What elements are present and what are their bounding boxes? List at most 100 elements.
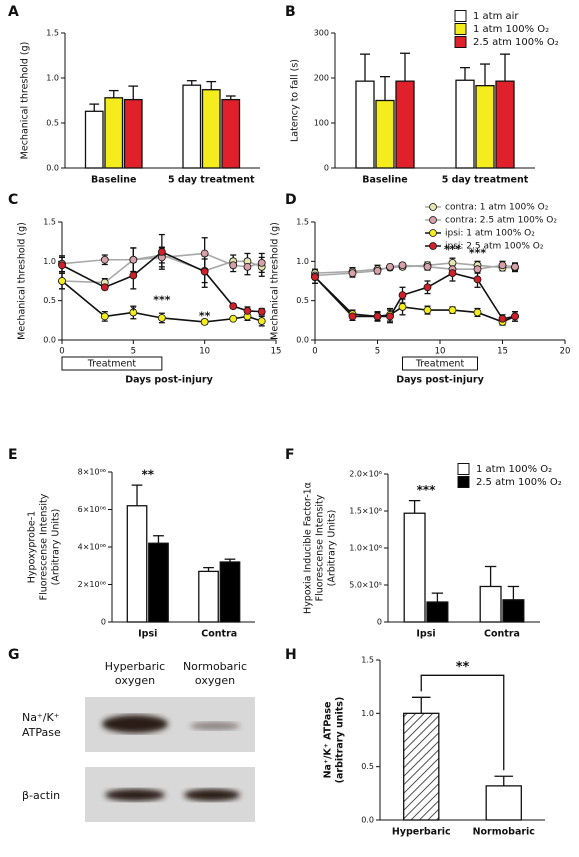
legend-label: 1 atm 100% O₂ bbox=[476, 464, 552, 475]
point bbox=[257, 307, 266, 316]
point bbox=[229, 314, 238, 323]
point bbox=[58, 261, 66, 270]
panel-letter: G bbox=[8, 647, 20, 663]
bar bbox=[426, 601, 449, 623]
legend-marker bbox=[429, 229, 437, 237]
point bbox=[229, 302, 238, 311]
x-tick-label: 5 day treatment bbox=[442, 175, 529, 186]
y-tick-label: 5.0×10⁵ bbox=[349, 581, 382, 590]
y-axis-label: Mechanical threshold (g) bbox=[20, 42, 31, 160]
series-line bbox=[314, 272, 516, 320]
y-tick-label: 200 bbox=[314, 74, 329, 83]
x-tick-label: 10 bbox=[199, 347, 210, 357]
significance-bracket bbox=[420, 674, 505, 771]
point bbox=[373, 266, 382, 275]
point bbox=[348, 269, 357, 278]
point bbox=[473, 308, 482, 317]
legend-label: 2.5 atm 100% O₂ bbox=[473, 37, 559, 48]
y-axis-label: Latency to fall (s) bbox=[290, 59, 301, 142]
blot-image bbox=[85, 697, 255, 822]
y-tick-label: 300 bbox=[314, 29, 329, 38]
y-tick-label: 8×10⁰⁶ bbox=[78, 468, 106, 477]
series-line bbox=[314, 276, 516, 323]
blot-row-label: β-actin bbox=[22, 789, 60, 802]
point bbox=[311, 273, 319, 281]
annotation: *** bbox=[153, 294, 171, 307]
bar bbox=[84, 110, 104, 169]
legend-swatch bbox=[454, 36, 467, 48]
y-axis-label: (Arbitrary Units) bbox=[327, 510, 338, 587]
y-axis-label: Hypoxyprobe-1 bbox=[27, 511, 38, 583]
point bbox=[100, 312, 109, 321]
panel-letter: D bbox=[285, 192, 297, 208]
y-axis-label: Hypoxia Inducible Factor-1α bbox=[303, 482, 314, 614]
legend-label: ipsi: 1 atm 100% O₂ bbox=[445, 229, 535, 239]
x-tick-label: 15 bbox=[271, 347, 282, 357]
point bbox=[243, 306, 252, 315]
bar bbox=[126, 505, 148, 623]
bar bbox=[455, 79, 475, 169]
bar bbox=[148, 542, 169, 623]
legend-label: contra: 2.5 atm 100% O₂ bbox=[445, 216, 557, 226]
bar bbox=[104, 97, 124, 169]
panel-letter: F bbox=[285, 447, 295, 463]
panel-letter: A bbox=[8, 4, 19, 20]
blot-row-label: Na⁺/K⁺ bbox=[22, 711, 60, 724]
x-tick-label: 5 bbox=[131, 347, 136, 357]
bar bbox=[475, 85, 495, 169]
x-tick-label: Ipsi bbox=[138, 629, 157, 640]
point bbox=[129, 308, 138, 317]
point bbox=[498, 314, 507, 323]
y-tick-label: 2×10⁰⁶ bbox=[78, 580, 106, 589]
bar bbox=[182, 84, 202, 169]
annotation: ** bbox=[199, 309, 211, 322]
x-tick-label: Contra bbox=[484, 629, 520, 640]
point bbox=[448, 306, 457, 315]
bar bbox=[485, 785, 522, 821]
legend-marker bbox=[429, 203, 437, 211]
series-line bbox=[314, 264, 516, 277]
x-tick-label: 10 bbox=[435, 347, 446, 357]
legend-marker bbox=[429, 242, 437, 250]
y-tick-label: 1.0 bbox=[361, 709, 374, 718]
point bbox=[473, 275, 482, 284]
point bbox=[386, 312, 394, 321]
panel-letter: E bbox=[8, 447, 18, 463]
point bbox=[373, 312, 382, 321]
point bbox=[386, 262, 394, 271]
bar bbox=[403, 712, 440, 821]
annotation: *** bbox=[469, 246, 487, 259]
legend-label: ipsi: 2.5 atm 100% O₂ bbox=[445, 242, 544, 252]
y-axis-label: Fluorescense Intensity bbox=[39, 493, 50, 600]
x-tick-label: 0 bbox=[59, 347, 64, 357]
bar bbox=[502, 599, 525, 623]
point bbox=[58, 277, 66, 285]
bar bbox=[221, 98, 241, 169]
point bbox=[423, 283, 432, 292]
blot-column-label: oxygen bbox=[195, 674, 235, 687]
y-tick-label: 0.0 bbox=[361, 816, 374, 825]
x-tick-label: 0 bbox=[312, 347, 317, 357]
y-tick-label: 1.5 bbox=[43, 218, 56, 227]
y-tick-label: 0.0 bbox=[43, 336, 56, 345]
blot-column-label: Normobaric bbox=[183, 660, 247, 673]
y-tick-label: 100 bbox=[314, 119, 329, 128]
treatment-box bbox=[61, 356, 163, 371]
y-axis-label: (arbitrary units) bbox=[335, 697, 346, 784]
point bbox=[157, 314, 166, 322]
y-tick-label: 6×10⁰⁶ bbox=[78, 505, 106, 514]
point bbox=[398, 261, 407, 270]
x-tick-label: Ipsi bbox=[416, 629, 435, 640]
point bbox=[498, 261, 507, 270]
point bbox=[448, 269, 457, 278]
bar bbox=[355, 80, 375, 169]
treatment-box bbox=[402, 356, 478, 371]
y-tick-label: 1.0 bbox=[43, 257, 56, 266]
point bbox=[200, 249, 209, 258]
blot-column-label: oxygen bbox=[115, 674, 155, 687]
legend-label: contra: 1 atm 100% O₂ bbox=[445, 203, 549, 213]
legend-swatch bbox=[457, 476, 470, 488]
y-tick-label: 0.0 bbox=[296, 336, 309, 345]
y-axis-label: Na⁺/K⁺ ATPase bbox=[323, 702, 334, 779]
